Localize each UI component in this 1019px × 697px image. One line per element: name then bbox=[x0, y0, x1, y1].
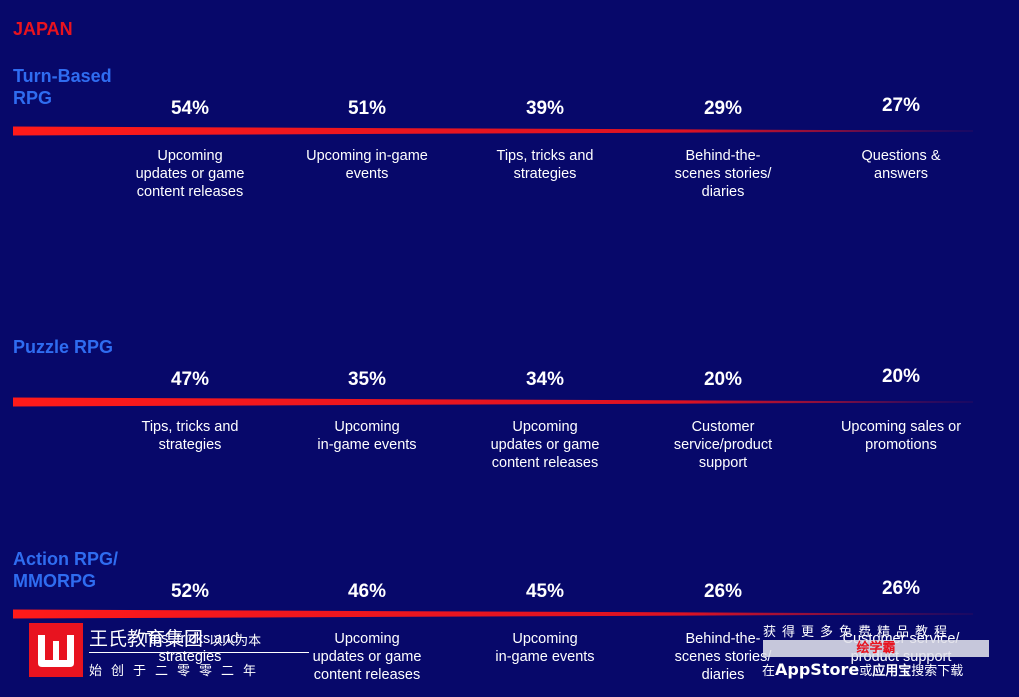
wangshi-logo-icon bbox=[29, 623, 83, 677]
category-label: Upcoming updates or game content releases bbox=[110, 147, 270, 201]
data-label: 20% bbox=[703, 369, 743, 390]
category-label-line: Customer bbox=[691, 419, 755, 435]
genre-title-line: Turn-Based bbox=[13, 66, 112, 86]
category-label: Upcoming in-game events bbox=[287, 147, 447, 183]
watermark-since: 始创于二零零二年 bbox=[89, 664, 266, 679]
category-label-line: diaries bbox=[701, 667, 745, 683]
category-label-line: updates or game bbox=[312, 649, 422, 665]
data-label: 52% bbox=[170, 581, 210, 602]
category-label-line: Upcoming bbox=[512, 419, 578, 435]
data-label: 39% bbox=[525, 98, 565, 119]
category-label: Upcoming updates or game content releases bbox=[465, 418, 625, 472]
category-label-line: Upcoming sales or bbox=[840, 419, 962, 435]
category-label: Tips, tricks and strategies bbox=[110, 630, 270, 666]
category-label: Behind-the-scenes stories/diaries bbox=[643, 147, 803, 201]
category-label-line: events bbox=[345, 166, 389, 182]
category-label-line: updates or game bbox=[490, 437, 600, 453]
category-label: Customer service/product support bbox=[643, 418, 803, 472]
data-label: 46% bbox=[347, 581, 387, 602]
category-label-line: Questions & bbox=[861, 148, 941, 164]
category-label-line: support bbox=[698, 455, 748, 471]
category-label-line: scenes stories/ bbox=[674, 166, 772, 182]
data-label: 26% bbox=[881, 578, 921, 599]
category-label-line: Upcoming bbox=[334, 631, 400, 647]
category-label-line: in-game events bbox=[317, 437, 417, 453]
watermark-brand-tagline: 以人为本 bbox=[209, 634, 262, 649]
trend-wedge bbox=[13, 397, 973, 407]
genre-title: Action RPG/MMORPG bbox=[13, 548, 118, 592]
category-label-line: Tips, tricks and bbox=[141, 631, 239, 647]
trend-wedge bbox=[13, 126, 973, 136]
category-label-line: Behind-the- bbox=[685, 631, 761, 647]
category-label: Upcoming updates or game content releases bbox=[287, 630, 447, 684]
category-label-line: Tips, tricks and bbox=[496, 148, 594, 164]
category-label-line: Upcoming bbox=[334, 419, 400, 435]
category-label: Upcoming in-game events bbox=[465, 630, 625, 666]
genre-title-line: RPG bbox=[13, 88, 53, 108]
category-label-line: Behind-the- bbox=[685, 148, 761, 164]
watermark-appstore: AppStore bbox=[775, 660, 860, 679]
genre-title: Puzzle RPG bbox=[13, 336, 113, 358]
watermark-search-suffix: 搜索下载 bbox=[911, 664, 964, 679]
category-label: Behind-the-scenes stories/diaries bbox=[643, 630, 803, 684]
watermark-search-prefix: 在 bbox=[762, 664, 776, 679]
trend-wedge-shape bbox=[13, 609, 973, 619]
genre-title: Turn-Based RPG bbox=[13, 65, 112, 109]
watermark-search-hint: 在AppStore或应用宝搜索下载 bbox=[762, 660, 963, 679]
genre-title-line: Puzzle RPG bbox=[13, 337, 114, 357]
category-label-line: content releases bbox=[313, 667, 421, 683]
data-label: 27% bbox=[881, 95, 921, 116]
trend-wedge-shape bbox=[13, 397, 973, 407]
category-label-line: Upcoming bbox=[157, 148, 223, 164]
category-label-line: service/product bbox=[673, 437, 773, 453]
category-label-line: Tips, tricks and bbox=[141, 419, 239, 435]
category-label-line: updates or game bbox=[135, 166, 245, 182]
category-label: Questions & answers bbox=[821, 147, 981, 183]
category-label-line: Upcoming in-game bbox=[306, 148, 428, 164]
watermark-brand-name: 王氏教育集团 bbox=[89, 628, 204, 650]
category-label-line: scenes stories/ bbox=[674, 649, 772, 665]
category-label-line: Upcoming bbox=[512, 631, 578, 647]
category-label-line: content releases bbox=[136, 184, 244, 200]
data-label: 34% bbox=[525, 369, 565, 390]
category-label-line: in-game events bbox=[495, 649, 595, 665]
genre-title-line: Action RPG/ bbox=[13, 549, 119, 569]
category-label: Upcoming sales or promotions bbox=[821, 418, 981, 454]
data-label: 35% bbox=[347, 369, 387, 390]
data-label: 54% bbox=[170, 98, 210, 119]
region-label: JAPAN bbox=[13, 19, 73, 39]
data-label: 29% bbox=[703, 98, 743, 119]
genre-title-line: MMORPG bbox=[13, 571, 96, 591]
category-label-line: strategies bbox=[158, 437, 222, 453]
category-label: Tips, tricks and strategies bbox=[465, 147, 625, 183]
category-label-line: answers bbox=[874, 166, 928, 182]
watermark-or: 或 bbox=[859, 664, 873, 679]
watermark-yingyongbao: 应用宝 bbox=[872, 664, 912, 679]
category-label-line: strategies bbox=[158, 649, 222, 665]
watermark-get-more: 获得更多免费精品教程 bbox=[763, 625, 954, 640]
data-label: 47% bbox=[170, 369, 210, 390]
data-label: 45% bbox=[525, 581, 565, 602]
category-label-line: diaries bbox=[701, 184, 745, 200]
data-label: 26% bbox=[703, 581, 743, 602]
watermark-brand: 王氏教育集团 以人为本 bbox=[89, 624, 261, 651]
category-label-line: content releases bbox=[491, 455, 599, 471]
watermark-divider bbox=[89, 652, 309, 653]
trend-wedge bbox=[13, 609, 973, 619]
trend-wedge-shape bbox=[13, 126, 973, 136]
category-label-line: promotions bbox=[865, 437, 937, 453]
category-label: Upcoming in-game events bbox=[287, 418, 447, 454]
category-label: Tips, tricks and strategies bbox=[110, 418, 270, 454]
data-label: 51% bbox=[347, 98, 387, 119]
category-label-line: strategies bbox=[513, 166, 577, 182]
watermark-app-name: 绘学霸 bbox=[763, 640, 989, 657]
data-label: 20% bbox=[881, 366, 921, 387]
